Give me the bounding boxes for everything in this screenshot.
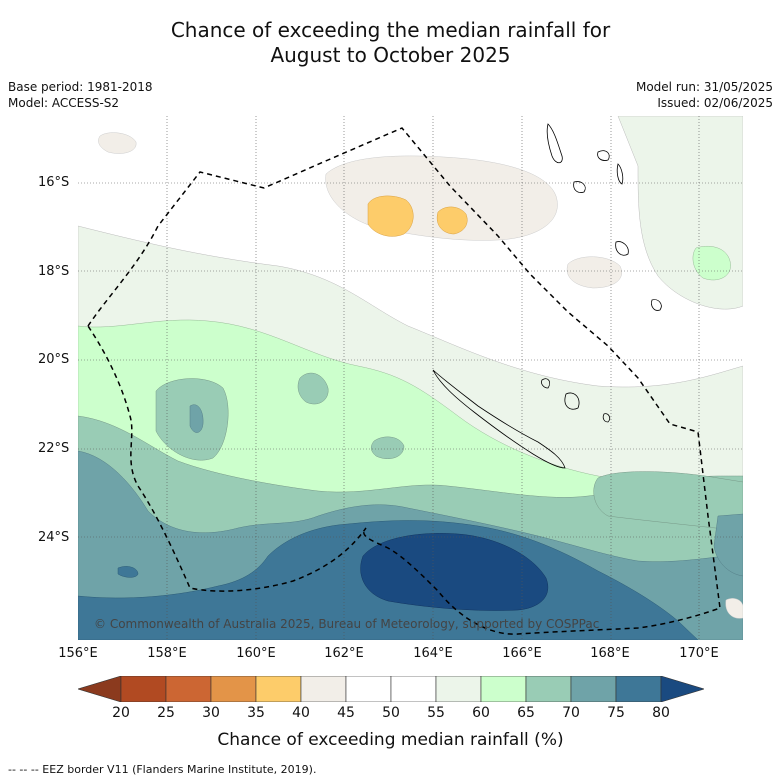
colorbar-cell — [300, 676, 347, 702]
meta-left: Base period: 1981-2018 Model: ACCESS-S2 — [8, 79, 153, 111]
vanuatu-island-4 — [616, 163, 624, 185]
contour-65-70-small-blob — [297, 372, 329, 405]
lon-label-168e: 168°E — [590, 646, 630, 661]
new-caledonia-island — [432, 369, 566, 469]
colorbar-cell — [165, 676, 212, 702]
colorbar-extend-low — [78, 676, 122, 702]
vanuatu-island-6 — [651, 299, 662, 311]
vanuatu-island-2 — [597, 150, 610, 161]
contour-65-70-mid-blob — [371, 436, 405, 459]
colorbar-tick-65: 65 — [517, 705, 535, 721]
lon-label-164e: 164°E — [413, 646, 453, 661]
contour-40-45-topleft — [98, 132, 137, 154]
vanuatu-island-1 — [546, 123, 563, 164]
colorbar-tick-60: 60 — [472, 705, 490, 721]
lat-label-18s: 18°S — [38, 264, 70, 279]
lon-label-160e: 160°E — [236, 646, 276, 661]
colorbar-tick-35: 35 — [247, 705, 265, 721]
colorbar-cell — [570, 676, 617, 702]
colorbar-cell — [480, 676, 527, 702]
contour-35-40-left — [367, 195, 414, 237]
base-period: Base period: 1981-2018 — [8, 80, 153, 94]
model-run: Model run: 31/05/2025 — [635, 80, 773, 94]
issued-date: Issued: 02/06/2025 — [657, 96, 773, 110]
lat-label-22s: 22°S — [38, 441, 70, 456]
colorbar-title: Chance of exceeding median rainfall (%) — [217, 730, 564, 750]
contour-above-80-core — [360, 533, 548, 611]
colorbar — [78, 676, 704, 702]
lon-label-166e: 166°E — [502, 646, 542, 661]
chart-title: Chance of exceeding the median rainfall … — [0, 18, 781, 68]
lon-label-158e: 158°E — [147, 646, 187, 661]
eez-footnote: -- -- -- EEZ border V11 (Flanders Marine… — [8, 763, 317, 776]
meta-right: Model run: 31/05/2025 Issued: 02/06/2025 — [636, 79, 773, 111]
colorbar-cell — [390, 676, 437, 702]
colorbar-cell — [435, 676, 482, 702]
colorbar-tick-45: 45 — [337, 705, 355, 721]
copyright-text: © Commonwealth of Australia 2025, Bureau… — [94, 617, 599, 631]
loyalty-island-3 — [602, 413, 611, 423]
colorbar-cell — [255, 676, 302, 702]
contour-70-75-left-small — [189, 404, 204, 433]
loyalty-island-1 — [541, 378, 550, 389]
colorbar-tick-40: 40 — [292, 705, 310, 721]
vanuatu-island-5 — [615, 241, 629, 256]
title-line-1: Chance of exceeding the median rainfall … — [170, 18, 611, 42]
map-gridlines — [78, 116, 743, 640]
title-line-2: August to October 2025 — [270, 43, 511, 67]
lat-label-24s: 24°S — [38, 530, 70, 545]
contour-60-65-topright — [692, 245, 731, 281]
colorbar-cell — [120, 676, 167, 702]
contour-70-75-right — [713, 513, 743, 577]
colorbar-tick-50: 50 — [382, 705, 400, 721]
vanuatu-island-3 — [573, 181, 586, 193]
rainfall-map: © Commonwealth of Australia 2025, Bureau… — [78, 116, 743, 640]
model-name: Model: ACCESS-S2 — [8, 96, 120, 110]
colorbar-extend-high — [660, 676, 704, 702]
colorbar-cells — [78, 676, 704, 702]
colorbar-tick-80: 80 — [652, 705, 670, 721]
contour-40-45-right — [566, 256, 622, 289]
colorbar-tick-75: 75 — [607, 705, 625, 721]
colorbar-tick-70: 70 — [562, 705, 580, 721]
lat-label-16s: 16°S — [38, 175, 70, 190]
lon-label-156e: 156°E — [58, 646, 98, 661]
colorbar-tick-20: 20 — [112, 705, 130, 721]
contour-75-80-left-blob — [117, 566, 139, 578]
colorbar-cell — [345, 676, 392, 702]
contour-40-45-bottomright — [725, 598, 743, 619]
lat-label-20s: 20°S — [38, 352, 70, 367]
eez-border — [87, 127, 721, 635]
colorbar-tick-25: 25 — [157, 705, 175, 721]
lon-label-170e: 170°E — [679, 646, 719, 661]
contour-35-40-right — [436, 206, 468, 235]
loyalty-island-2 — [564, 392, 580, 410]
colorbar-cell — [615, 676, 662, 702]
colorbar-tick-55: 55 — [427, 705, 445, 721]
contour-65-70-right-blob — [593, 471, 743, 532]
colorbar-cell — [525, 676, 572, 702]
colorbar-cell — [210, 676, 257, 702]
colorbar-tick-30: 30 — [202, 705, 220, 721]
lon-label-162e: 162°E — [324, 646, 364, 661]
